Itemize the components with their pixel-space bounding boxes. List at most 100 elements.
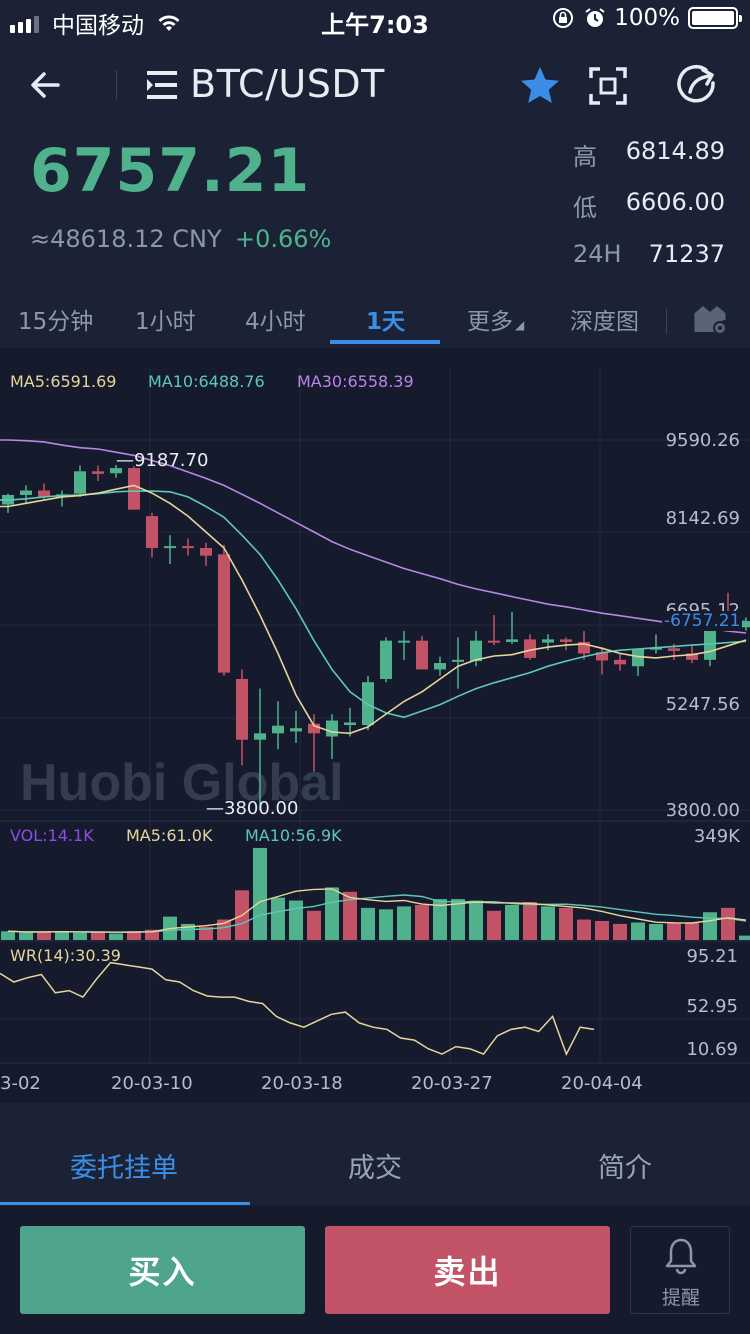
candle-body (182, 546, 194, 549)
menu-icon[interactable] (145, 68, 181, 102)
candle-body (92, 471, 104, 474)
candle-body (542, 639, 554, 643)
tab-trades[interactable]: 成交 (348, 1153, 402, 1184)
chart-grid (0, 368, 750, 1064)
wr-layer (0, 961, 595, 1056)
alert-button[interactable]: 提醒 (630, 1226, 730, 1314)
candle-body (326, 720, 338, 737)
status-left: 中国移动 (10, 6, 182, 40)
candle-body (416, 640, 428, 670)
candle-body (686, 653, 698, 660)
volume-bar (505, 904, 519, 940)
legend-ma30: MA30:6558.39 (297, 372, 414, 391)
kline-chart[interactable]: Huobi Global MA5:6591.69 MA10:6488.76 MA… (0, 348, 750, 1103)
status-time: 上午7:03 (321, 11, 429, 39)
candle-body (650, 647, 662, 650)
candle-body (218, 554, 230, 673)
ma5-line (0, 484, 747, 735)
price-cny: ≈48618.12 CNY (30, 225, 222, 253)
wr-line (0, 961, 595, 1056)
volume-max-label: 349K (693, 826, 740, 847)
stat-high: 高 6814.89 (573, 137, 725, 171)
tab-1day[interactable]: 1天 (366, 309, 406, 335)
ma30-line (0, 439, 747, 634)
battery-percent: 100% (614, 5, 680, 31)
max-price-value: 9187.70 (134, 450, 209, 471)
volume-bar (703, 912, 717, 940)
stat-low-value: 6606.00 (625, 188, 725, 216)
sell-button[interactable]: 卖出 (325, 1226, 610, 1314)
alert-label: 提醒 (661, 1287, 700, 1309)
alarm-icon (585, 8, 605, 27)
x-tick-4: 20-03-27 (411, 1073, 493, 1094)
buy-button[interactable]: 买入 (20, 1226, 305, 1314)
tab-active-underline (330, 340, 440, 344)
pair-title[interactable]: BTC/USDT (190, 62, 385, 106)
volume-bar (523, 902, 537, 940)
volume-bar (559, 907, 573, 940)
volume-bar (109, 933, 123, 940)
y-tick-4: 5247.56 (665, 694, 740, 715)
tab-open-orders[interactable]: 委托挂单 (70, 1153, 178, 1184)
x-tick-3: 20-03-18 (261, 1073, 343, 1094)
bottom-tab-underline (0, 1202, 250, 1205)
y-tick-2: 8142.69 (665, 508, 740, 529)
volume-bar (397, 906, 411, 940)
tab-4hour[interactable]: 4小时 (245, 309, 306, 335)
tab-more[interactable]: 更多 ◢ (467, 302, 524, 336)
tab-intro[interactable]: 简介 (598, 1153, 652, 1184)
volume-bar (577, 919, 591, 940)
min-price-marker: —3800.00 (206, 798, 299, 819)
candle-body (236, 679, 248, 740)
volume-bar (541, 906, 555, 940)
volume-bar (379, 909, 393, 940)
wr-tick-2: 52.95 (686, 996, 738, 1017)
tab-1hour[interactable]: 1小时 (135, 309, 196, 335)
tab-depth[interactable]: 深度图 (570, 309, 639, 335)
y-tick-1: 9590.26 (665, 430, 740, 451)
candle-body (668, 648, 680, 651)
volume-bar (487, 910, 501, 940)
caret-down-icon: ◢ (515, 318, 525, 332)
share-icon[interactable] (676, 64, 718, 106)
stat-24h-value: 71237 (648, 240, 725, 268)
battery-icon (688, 7, 742, 29)
legend-ma10: MA10:6488.76 (148, 372, 265, 391)
volume-bar (199, 926, 213, 940)
volume-ma5-line (7, 888, 747, 933)
candle-body (740, 621, 750, 628)
volume-bar (1, 931, 15, 940)
action-bar: 买入 卖出 提醒 (0, 1206, 750, 1334)
price-change: +0.66% (235, 225, 332, 253)
volume-bar (595, 921, 609, 940)
candle-body (290, 728, 302, 732)
legend-vol-ma5: MA5:61.0K (126, 826, 213, 845)
back-arrow-icon[interactable] (22, 60, 72, 110)
candle-body (398, 640, 410, 643)
volume-bar (55, 931, 69, 940)
chart-settings-icon[interactable] (694, 302, 728, 336)
stat-high-label: 高 (573, 143, 597, 171)
volume-bar (649, 923, 663, 940)
volume-bar (631, 922, 645, 940)
legend-ma5: MA5:6591.69 (10, 372, 117, 391)
volume-bar (343, 891, 357, 940)
candle-body (632, 648, 644, 667)
candle-body (308, 723, 320, 734)
stat-24h: 24H 71237 (573, 240, 725, 270)
current-price-tag: -6757.21 (662, 611, 743, 631)
ma-lines-layer (0, 439, 747, 735)
candle-body (200, 548, 212, 556)
star-icon[interactable] (518, 64, 562, 108)
stat-low-label: 低 (573, 194, 597, 222)
carrier-name: 中国移动 (52, 13, 144, 39)
rotation-lock-icon (553, 8, 574, 28)
candle-body (506, 639, 518, 642)
volume-bar (415, 904, 429, 940)
nav-divider (116, 70, 117, 100)
stat-high-value: 6814.89 (625, 137, 725, 165)
tab-15min[interactable]: 15分钟 (18, 309, 94, 335)
volume-bar (145, 929, 159, 940)
scan-icon[interactable] (588, 66, 628, 106)
legend-wr: WR(14):30.39 (10, 946, 121, 965)
